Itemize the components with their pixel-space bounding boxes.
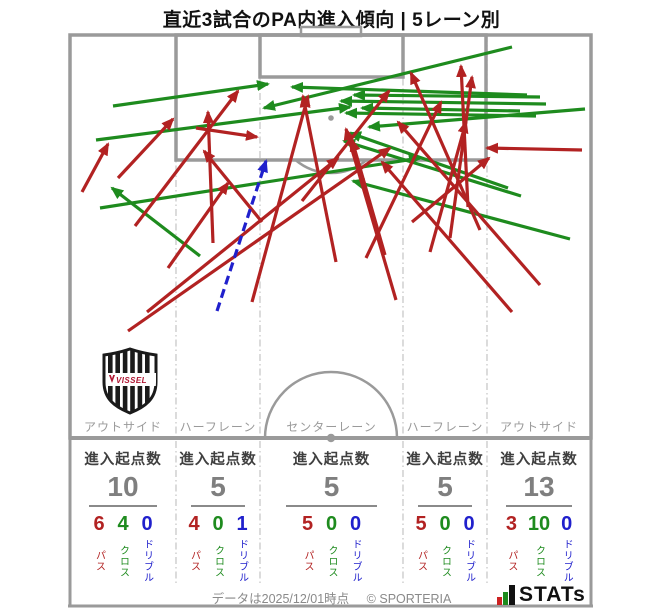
cross-arrow [290,81,528,97]
dribble-count: 0 [349,513,362,536]
stat-header: 進入起点数 [500,452,578,468]
stat-column-2: 進入起点数 5 4 パス 0 クロス 1 ドリブル [176,448,260,585]
stat-header: 進入起点数 [84,452,162,468]
pass-label: パス [505,550,517,573]
pass-count: 5 [415,513,427,536]
stat-column-4: 進入起点数 5 5 パス 0 クロス 0 ドリブル [403,448,487,585]
data-date-note: データは2025/12/01時点 [211,592,350,606]
goal-area [258,33,405,79]
cross-arrow [360,102,521,114]
pass-arrow [127,146,392,333]
page-title: 直近3試合のPA内進入傾向 | 5レーン別 [162,10,501,31]
stat-column-3: 進入起点数 5 5 パス 0 クロス 0 ドリブル [260,448,403,585]
cross-count: 10 [527,513,551,536]
cross-label: クロス [326,544,337,578]
dribble-arrow [215,159,268,312]
cross-label: クロス [533,544,545,578]
pass-arrow [166,181,230,269]
dribble-label: ドリブル [350,539,361,584]
pass-label: パス [188,550,200,573]
cross-arrow [112,80,270,108]
entry-arrows [80,45,586,333]
dribble-label: ドリブル [561,539,573,584]
lane-label-halflane-left: ハーフレーン [179,420,257,434]
dribble-label: ドリブル [463,539,475,584]
center-circle [263,370,399,439]
cross-count: 0 [212,513,224,536]
stat-column-1: 進入起点数 10 6 パス 4 クロス 0 ドリブル [70,448,176,585]
pass-arrow [195,126,259,141]
pass-arrow [380,160,514,314]
crest-v-mark [109,375,115,383]
dribble-count: 0 [141,513,153,536]
dribble-label: ドリブル [141,539,153,584]
pass-arrow [349,138,387,256]
cross-count: 0 [439,513,451,536]
entry-total: 13 [505,471,573,508]
lane-label-center: センターレーン [286,420,377,434]
pass-arrow [485,142,583,154]
cross-count: 0 [325,513,338,536]
entry-total: 10 [89,471,157,508]
entry-total: 5 [191,471,245,508]
pass-arrow [116,117,175,180]
dribble-count: 0 [561,513,573,536]
pass-label: パス [415,550,427,573]
pass-arrow [448,75,476,239]
cross-label: クロス [117,544,129,578]
lane-label-outside-right: アウトサイド [499,420,578,434]
pass-arrow [145,156,340,314]
pass-count: 6 [93,513,105,536]
pass-arrow [428,120,469,253]
bar-chart-icon [497,585,515,605]
cross-label: クロス [212,544,224,578]
dribble-count: 0 [463,513,475,536]
pass-arrow [202,110,215,244]
copyright: © SPORTERIA [366,592,452,606]
pass-label: パス [302,550,313,573]
pass-arrow [396,120,542,287]
cross-arrow [342,139,522,198]
cross-arrow [348,131,509,190]
pass-arrow [80,142,110,193]
pass-arrow [300,89,391,202]
penalty-spot [328,115,334,121]
pass-label: パス [93,550,105,573]
pass-arrow [133,89,240,227]
pass-arrow [250,94,311,303]
stat-column-5: 進入起点数 13 3 パス 10 クロス 0 ドリブル [487,448,591,585]
dribble-count: 1 [236,513,248,536]
stat-header: 進入起点数 [406,452,484,468]
stat-header: 進入起点数 [292,452,371,468]
entry-total: 5 [418,471,472,508]
footer-note: データは2025/12/01時点 © SPORTERIA [0,588,663,607]
cross-arrow [351,178,571,241]
stats-logo-text: STATs [519,583,586,606]
dribble-label: ドリブル [236,539,248,584]
pass-count: 5 [301,513,314,536]
lane-label-outside-left: アウトサイド [83,420,162,434]
lane-label-halflane-right: ハーフレーン [406,420,484,434]
cross-arrow [339,95,547,107]
cross-arrow [352,89,541,101]
crest-stripes [106,350,156,412]
cross-label: クロス [439,544,451,578]
entry-total: 5 [285,471,378,508]
vissel-kobe-crest: VISSEL [102,347,158,415]
stat-header: 進入起点数 [179,452,257,468]
cross-count: 4 [117,513,129,536]
stats-logo: STATs [497,583,586,605]
crest-team-name: VISSEL [116,376,147,385]
pass-arrow [202,149,264,224]
pass-count: 3 [505,513,517,536]
pass-arrow [343,127,398,301]
pass-count: 4 [188,513,200,536]
